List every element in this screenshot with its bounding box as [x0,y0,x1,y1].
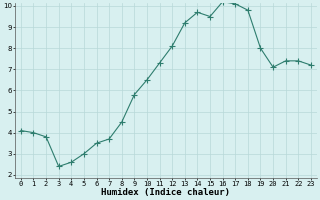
X-axis label: Humidex (Indice chaleur): Humidex (Indice chaleur) [101,188,230,197]
